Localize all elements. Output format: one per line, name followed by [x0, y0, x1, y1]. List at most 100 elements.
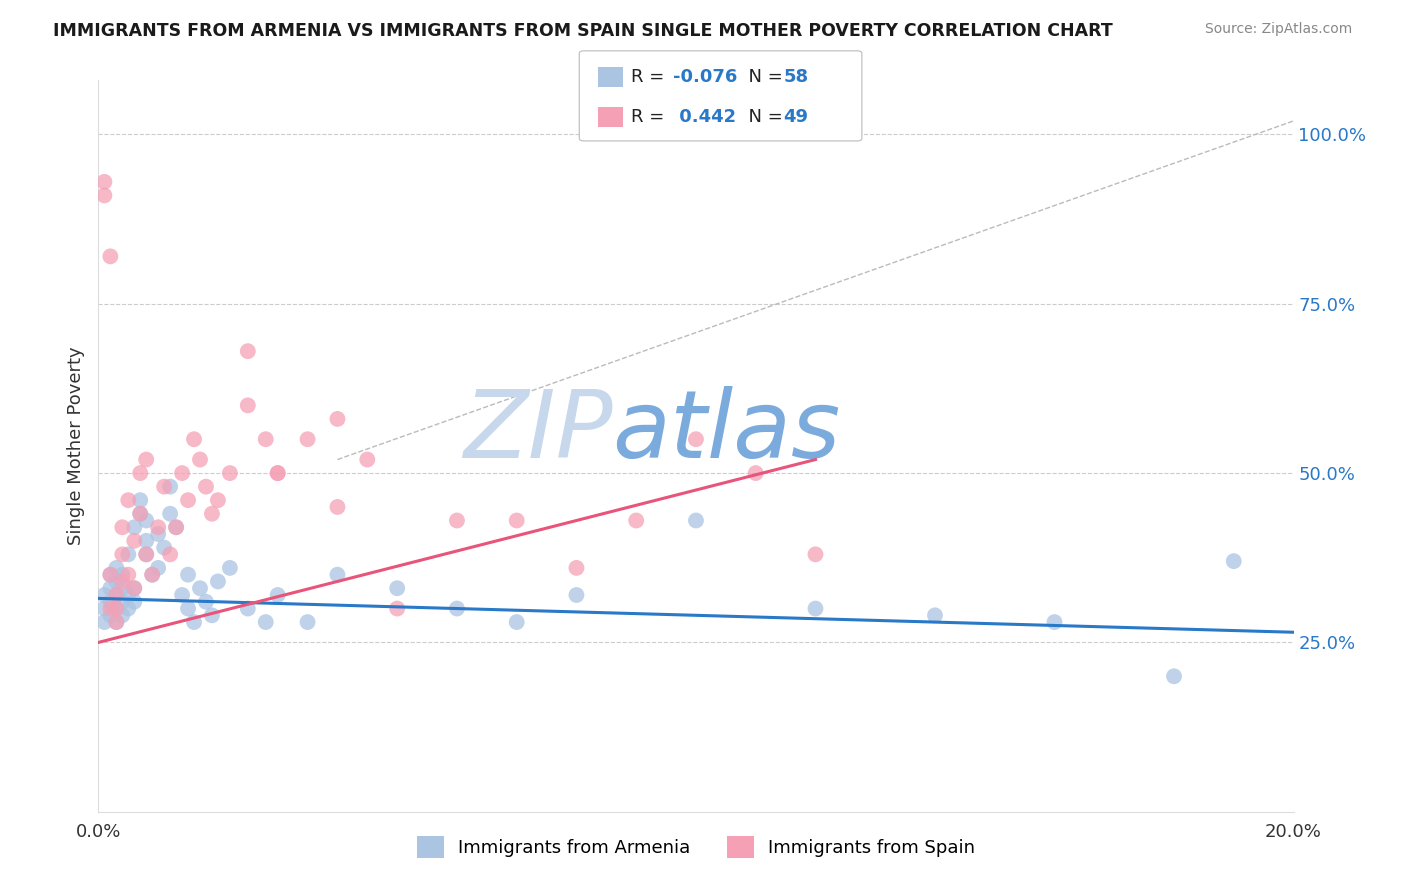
Text: N =: N = [737, 108, 789, 126]
Point [297, 615, 319, 629]
Point [93, 188, 115, 202]
Point [111, 581, 134, 595]
Point [117, 601, 139, 615]
Point [201, 507, 224, 521]
Point [267, 466, 290, 480]
Point [236, 398, 259, 412]
Point [124, 595, 146, 609]
Point [159, 547, 181, 561]
Point [804, 547, 827, 561]
Point [124, 533, 146, 548]
Point [165, 520, 187, 534]
Point [135, 452, 157, 467]
Text: Source: ZipAtlas.com: Source: ZipAtlas.com [1205, 22, 1353, 37]
Point [165, 520, 187, 534]
Point [177, 567, 200, 582]
Point [153, 541, 176, 555]
Point [446, 514, 468, 528]
Point [117, 547, 139, 561]
Point [219, 561, 242, 575]
Point [129, 466, 152, 480]
Point [804, 601, 827, 615]
Point [188, 581, 211, 595]
Point [506, 514, 529, 528]
Point [297, 432, 319, 446]
Point [135, 533, 157, 548]
Point [111, 520, 134, 534]
Point [326, 567, 349, 582]
Point [177, 601, 200, 615]
Point [93, 175, 115, 189]
Point [129, 493, 152, 508]
Point [105, 561, 128, 575]
Point [117, 493, 139, 508]
Point [129, 507, 152, 521]
Point [356, 452, 378, 467]
Point [219, 466, 242, 480]
Point [159, 480, 181, 494]
Point [745, 466, 768, 480]
Point [385, 601, 409, 615]
Point [93, 615, 115, 629]
Point [236, 601, 259, 615]
Point [117, 588, 139, 602]
Point [111, 574, 134, 589]
Text: atlas: atlas [613, 386, 841, 477]
Point [111, 547, 134, 561]
Point [159, 507, 181, 521]
Text: R =: R = [631, 69, 671, 87]
Point [135, 514, 157, 528]
Point [188, 452, 211, 467]
Point [195, 480, 218, 494]
Point [105, 601, 128, 615]
Text: 49: 49 [783, 108, 808, 126]
Point [105, 615, 128, 629]
Point [105, 601, 128, 615]
Point [385, 581, 409, 595]
Point [626, 514, 648, 528]
Point [207, 574, 229, 589]
Point [326, 412, 349, 426]
Point [267, 588, 290, 602]
Point [326, 500, 349, 514]
Point [124, 581, 146, 595]
Point [236, 344, 259, 359]
Point [105, 588, 128, 602]
Point [93, 601, 115, 615]
Point [124, 581, 146, 595]
Text: R =: R = [631, 108, 671, 126]
Point [141, 567, 163, 582]
Point [105, 615, 128, 629]
Point [506, 615, 529, 629]
Point [195, 595, 218, 609]
Y-axis label: Single Mother Poverty: Single Mother Poverty [66, 347, 84, 545]
Point [685, 432, 707, 446]
Point [98, 567, 122, 582]
Point [135, 547, 157, 561]
Text: N =: N = [737, 69, 789, 87]
Point [117, 567, 139, 582]
Point [98, 595, 122, 609]
Point [1223, 554, 1246, 568]
Point [565, 588, 588, 602]
Point [129, 507, 152, 521]
Point [98, 601, 122, 615]
Point [105, 588, 128, 602]
Text: 0.442: 0.442 [673, 108, 737, 126]
Text: ZIP: ZIP [463, 386, 613, 477]
Point [183, 432, 205, 446]
Point [446, 601, 468, 615]
Point [685, 514, 707, 528]
Point [1163, 669, 1185, 683]
Point [111, 608, 134, 623]
Legend: Immigrants from Armenia, Immigrants from Spain: Immigrants from Armenia, Immigrants from… [409, 829, 983, 865]
Point [93, 588, 115, 602]
Point [124, 520, 146, 534]
Point [153, 480, 176, 494]
Point [98, 249, 122, 263]
Point [172, 588, 194, 602]
Point [148, 527, 170, 541]
Point [148, 520, 170, 534]
Point [924, 608, 946, 623]
Text: -0.076: -0.076 [673, 69, 738, 87]
